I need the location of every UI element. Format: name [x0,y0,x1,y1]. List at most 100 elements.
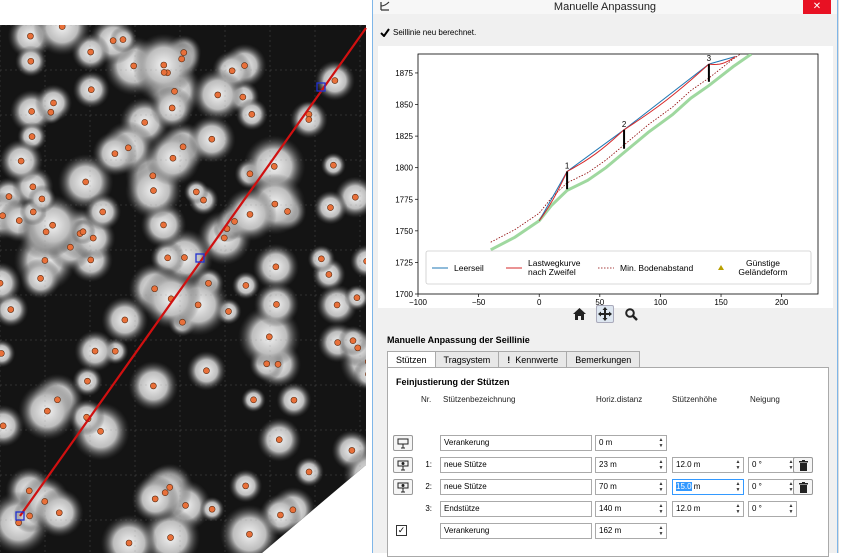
tree-marker [271,200,279,208]
spinner-icon[interactable]: ▲ ▼ [658,481,664,493]
window-title: Manuelle Anpassung [553,1,657,13]
tree-marker [349,337,357,344]
tilt-input[interactable]: 0 ° ▲ ▼ [748,501,797,517]
tree-marker [91,347,99,355]
spinner-icon[interactable]: ▲ ▼ [658,503,664,515]
tower-label-3: 3 [707,54,712,63]
name-input[interactable]: neue Stütze [440,479,592,495]
tree-marker [250,396,257,404]
header-height: Stützenhöhe [672,395,717,404]
tree-marker [37,275,44,282]
delete-tower-button[interactable] [793,457,813,473]
status-line: Seillinie neu berechnet. [380,28,476,37]
zoom-icon[interactable] [622,305,640,323]
tree-marker [0,212,6,219]
map-canvas[interactable] [0,0,372,553]
tree-marker [121,316,129,324]
tilt-input[interactable]: 0 ° ▲ ▼ [748,457,797,473]
tree-marker [67,243,74,251]
name-input[interactable]: Verankerung [440,523,592,539]
dist-input[interactable]: 162 m ▲ ▼ [595,523,667,539]
terrain-map[interactable] [0,0,372,553]
tree-marker [242,282,250,289]
dist-input[interactable]: 70 m ▲ ▼ [595,479,667,495]
tree-marker [274,361,282,368]
close-button[interactable]: ✕ [803,0,831,14]
dist-input[interactable]: 140 m ▲ ▼ [595,501,667,517]
tree-marker [363,257,366,265]
tree-marker [82,178,89,186]
tree-marker [203,367,210,375]
tower-marker [195,253,205,263]
tree-marker [179,318,186,326]
tree-marker [305,116,313,123]
y-tick-label: 1850 [395,101,413,110]
profile-chart[interactable]: −100 −50 0 50 100 150 200 1700 1725 1750 1775 1800 1… [378,46,833,308]
dist-input[interactable]: 23 m ▲ ▼ [595,457,667,473]
tree-marker [79,228,87,236]
height-input[interactable]: 12.0 m ▲ ▼ [672,501,744,517]
tree-marker [179,143,187,151]
spinner-icon[interactable]: ▲ ▼ [788,503,794,515]
tree-marker [160,61,168,69]
insert-tower-button[interactable] [393,435,413,451]
tree-marker [181,254,188,261]
tree-marker [334,339,341,346]
name-input[interactable]: Verankerung [440,435,592,451]
y-tick-label: 1725 [395,258,413,267]
tower-marker [316,82,326,92]
spinner-icon[interactable]: ▲ ▼ [735,503,741,515]
spinner-icon[interactable]: ▲ ▼ [658,437,664,449]
delete-tower-button[interactable] [793,479,813,495]
tree-crown [349,244,366,278]
tree-marker [5,193,13,200]
legend-swatch [718,265,724,270]
spinner-icon[interactable]: ▲ ▼ [658,459,664,471]
tree-marker [275,436,283,443]
tree-marker [305,468,313,476]
tree-marker [0,279,4,287]
title-bar[interactable]: Manuelle Anpassung ✕ [373,0,837,14]
dist-input[interactable]: 0 m ▲ ▼ [595,435,667,451]
min-clearance-line [490,54,742,243]
anchor-checkbox[interactable]: ✓ [396,525,407,536]
tab-bar: Stützen Tragsystem ! Kennwerte Bemerkunge… [387,351,641,369]
tree-marker [41,257,49,264]
name-input[interactable]: Endstütze [440,501,592,517]
tree-marker [277,511,284,519]
spinner-icon[interactable]: ▲ ▼ [788,481,794,493]
tree-marker [28,133,36,140]
tab-tragsystem[interactable]: Tragsystem [434,351,500,368]
checkmark-icon [380,28,390,37]
legend-label: Lastwegkurve nach Zweifel [528,258,581,277]
tree-marker [161,489,169,496]
table-row: 2: neue Stütze 70 m ▲ ▼ 15.0 m ▲ ▼ 0 ° ▲ ▼ [388,479,830,495]
tree-marker [125,539,133,547]
spinner-icon[interactable]: ▲ ▼ [788,459,794,471]
spinner-icon[interactable]: ▲ ▼ [735,481,741,493]
pan-icon[interactable] [596,305,614,323]
insert-tower-button[interactable] [393,457,413,473]
tree-marker [318,255,325,263]
height-input[interactable]: 15.0 m ▲ ▼ [672,479,744,495]
tab-bemerkungen[interactable]: Bemerkungen [566,351,641,368]
home-icon[interactable] [570,305,588,323]
tilt-input[interactable]: 0 ° ▲ ▼ [748,479,797,495]
tree-marker [273,301,280,308]
tree-marker [333,301,341,309]
tab-kennwerte[interactable]: ! Kennwerte [498,351,568,368]
insert-tower-button[interactable] [393,479,413,495]
spinner-icon[interactable]: ▲ ▼ [735,459,741,471]
tree-marker [149,172,157,180]
header-nr: Nr. [421,395,432,404]
tree-marker [150,382,157,390]
tree-marker [330,161,337,169]
app-icon [380,1,390,11]
tree-marker [50,99,57,107]
height-input[interactable]: 12.0 m ▲ ▼ [672,457,744,473]
spinner-icon[interactable]: ▲ ▼ [658,525,664,537]
tree-marker [290,396,298,404]
name-input[interactable]: neue Stütze [440,457,592,473]
legend-box [425,250,812,285]
tree-marker [44,407,51,415]
